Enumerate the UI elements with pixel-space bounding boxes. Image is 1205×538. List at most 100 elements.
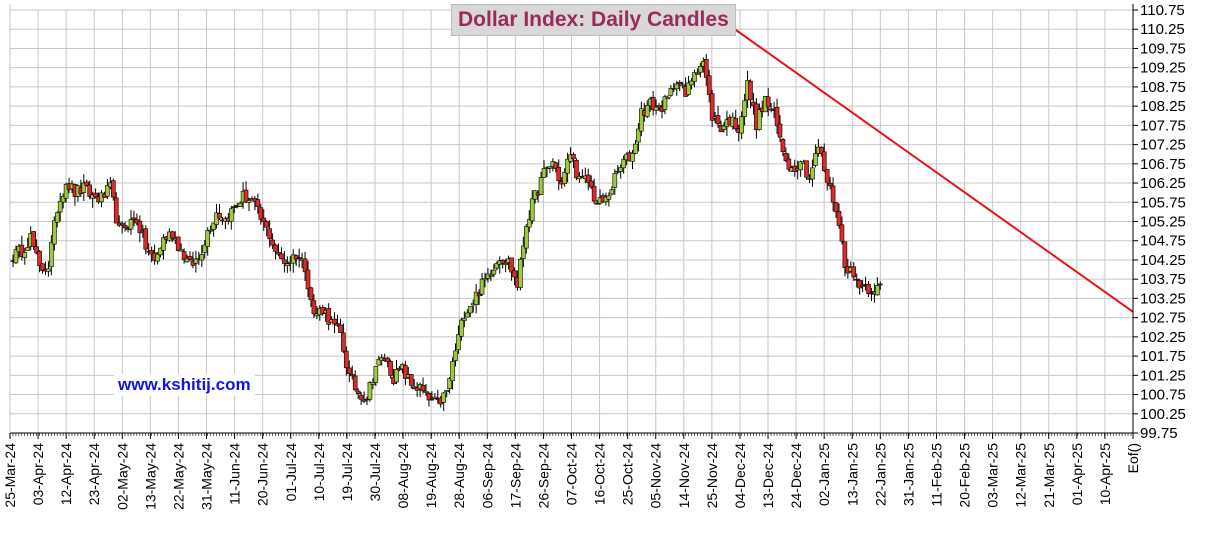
x-tick-label: 22-Jan-25 [872, 443, 888, 506]
candle-body [765, 96, 771, 108]
candle-body [875, 285, 880, 296]
candle-body [420, 384, 426, 392]
candle-body [270, 239, 275, 246]
candle-body [81, 182, 87, 193]
candle-body [680, 84, 685, 87]
candle-body [621, 158, 626, 169]
candle-body [367, 382, 373, 400]
candle-body [491, 269, 497, 275]
x-tick-label: 13-May-24 [142, 443, 158, 510]
candle-body [161, 237, 166, 251]
y-tick-label: 109.75 [1140, 40, 1186, 57]
candle-body [40, 263, 45, 271]
candle-body [352, 375, 358, 391]
y-tick-label: 103.75 [1140, 271, 1186, 288]
candle-body [394, 368, 399, 383]
candle-body [217, 213, 222, 219]
candle-body [261, 217, 267, 223]
x-tick-label: 05-Nov-24 [648, 443, 664, 509]
x-tick-label: 28-Aug-24 [451, 443, 467, 509]
candle-body [698, 66, 703, 73]
candle-body [618, 167, 624, 172]
candle-body [87, 184, 92, 197]
candle-body [46, 268, 51, 272]
y-tick-label: 101.75 [1140, 348, 1186, 365]
candle-body [541, 168, 547, 178]
candle-body [556, 167, 562, 182]
candle-body [453, 350, 458, 362]
candle-body [810, 167, 815, 180]
candle-body [650, 96, 656, 111]
candle-body [385, 357, 390, 363]
x-tick-label: 01-Jul-24 [283, 443, 299, 502]
candle-body [60, 196, 66, 203]
x-tick-label: 31-Jan-25 [900, 443, 916, 506]
candle-body [588, 180, 594, 188]
x-tick-label: 24-Dec-24 [788, 443, 804, 509]
y-tick-label: 102.25 [1140, 329, 1186, 346]
candle-body [665, 97, 671, 100]
candle-body [739, 116, 744, 134]
candle-body [706, 75, 712, 95]
candle-body [574, 159, 579, 179]
candle-body [827, 183, 833, 187]
candle-body [441, 392, 447, 403]
candle-body [279, 253, 284, 260]
watermark-link[interactable]: www.kshitij.com [114, 374, 255, 396]
candle-body [786, 158, 792, 170]
candles-layer [10, 54, 883, 411]
x-tick-label: 25-Oct-24 [620, 443, 636, 505]
candle-body [122, 225, 128, 229]
x-tick-label: Eof() [1125, 443, 1141, 473]
candle-body [503, 263, 508, 265]
candle-body [22, 252, 28, 258]
candle-body [51, 220, 57, 245]
candle-body [93, 192, 98, 198]
candle-body [668, 88, 674, 96]
candle-body [355, 390, 361, 395]
candle-body [373, 366, 379, 383]
candle-body [780, 139, 786, 153]
candle-body [25, 247, 31, 251]
candle-body [143, 228, 149, 250]
candle-body [181, 251, 187, 261]
y-tick-label: 108.25 [1140, 98, 1186, 115]
candle-body [529, 198, 535, 222]
candle-body [187, 256, 193, 261]
candle-body [854, 278, 860, 281]
x-tick-label: 02-May-24 [114, 443, 130, 510]
candle-body [158, 247, 163, 256]
candle-body [214, 212, 219, 225]
candle-body [565, 158, 570, 174]
x-tick-label: 20-Jun-24 [255, 443, 271, 506]
x-tick-label: 01-Apr-25 [1069, 443, 1085, 505]
candle-body [113, 197, 119, 224]
y-tick-label: 99.75 [1140, 425, 1178, 442]
candle-body [742, 100, 747, 117]
candle-body [500, 260, 506, 264]
x-tick-label: 13-Dec-24 [760, 443, 776, 509]
candle-body [860, 285, 865, 287]
candle-body [57, 200, 63, 213]
candle-body [285, 263, 290, 267]
candle-body [609, 189, 615, 195]
candle-body [467, 306, 473, 314]
candle-body [512, 270, 517, 278]
x-tick-label: 08-Aug-24 [395, 443, 411, 509]
candle-body [111, 180, 116, 198]
candle-body [37, 250, 42, 267]
candle-body [302, 258, 308, 273]
candle-body [494, 263, 500, 269]
candle-body [128, 219, 134, 230]
candle-body [13, 249, 19, 264]
candle-body [344, 350, 349, 369]
candle-body [119, 223, 125, 225]
candle-body [709, 93, 715, 121]
x-tick-label: 19-Aug-24 [423, 443, 439, 509]
candle-body [19, 244, 25, 257]
candle-body [866, 283, 871, 295]
candle-body [361, 399, 367, 402]
candle-body [633, 143, 638, 154]
candle-body [49, 242, 54, 268]
x-tick-label: 11-Feb-25 [928, 443, 944, 507]
